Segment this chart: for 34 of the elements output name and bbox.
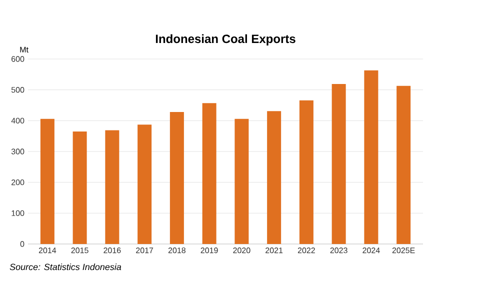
- y-tick-label: 100: [12, 210, 24, 216]
- y-tick-label: 300: [11, 148, 24, 154]
- bar: [234, 118, 249, 244]
- x-tick-label: 2019: [200, 248, 218, 254]
- chart-title: Indonesian Coal Exports: [156, 34, 296, 46]
- bar: [299, 100, 314, 244]
- x-tick-label: 2025E: [392, 248, 415, 254]
- bar: [72, 131, 87, 244]
- bar: [202, 103, 216, 244]
- x-tick-label: 2018: [168, 248, 186, 254]
- bar: [105, 130, 120, 244]
- bar: [396, 86, 411, 244]
- x-tick-label: 2016: [104, 248, 121, 254]
- x-tick-label: 2014: [38, 248, 56, 254]
- bar: [138, 124, 152, 244]
- x-tick-label: 2020: [233, 248, 250, 254]
- bar: [40, 118, 54, 244]
- y-tick-label: 600: [12, 56, 24, 62]
- x-tick-label: 2023: [330, 248, 348, 254]
- y-tick-label: 500: [11, 87, 24, 93]
- y-tick-label: 200: [12, 179, 24, 186]
- x-tick-label: 2017: [136, 248, 154, 254]
- y-tick-label: 400: [11, 118, 24, 124]
- x-tick-label: 2022: [298, 248, 315, 254]
- source-note: Source: Statistics Indonesia: [10, 264, 122, 270]
- y-axis-title: Mt: [20, 46, 28, 52]
- y-tick-label: 0: [20, 241, 24, 247]
- bar: [364, 70, 378, 244]
- bar: [267, 111, 282, 244]
- bar: [332, 84, 346, 244]
- x-tick-label: 2015: [71, 248, 88, 254]
- x-tick-label: 2024: [362, 248, 380, 254]
- x-tick-label: 2021: [266, 248, 283, 254]
- bar: [170, 112, 184, 244]
